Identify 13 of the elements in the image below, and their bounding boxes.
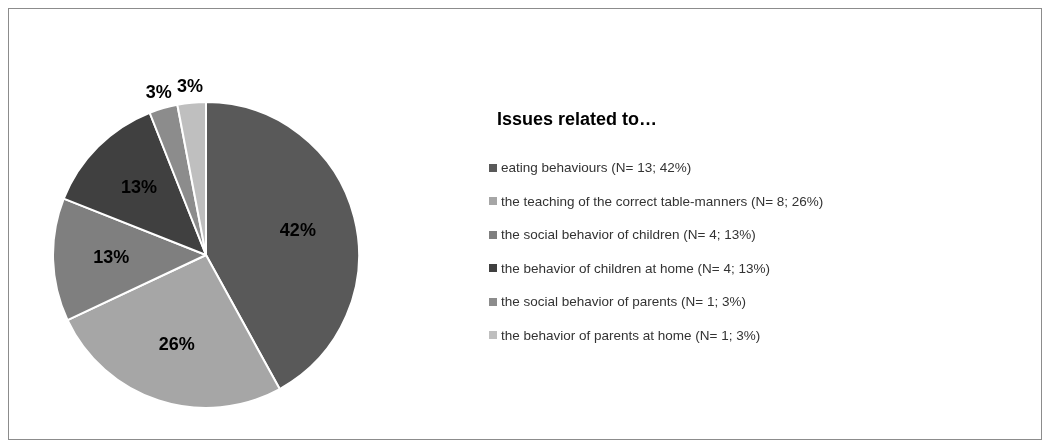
legend-label: the behavior of children at home (N= 4; 13%) <box>501 260 771 276</box>
data-label: 13% <box>120 176 157 197</box>
text: Issues related to… <box>497 109 658 130</box>
data-label: 3% <box>145 81 172 102</box>
legend-label: the behavior of parents at home (N= 1; 3%) <box>501 327 761 343</box>
legend-label: eating behaviours (N= 13; 42%) <box>501 160 692 176</box>
legend-label: the social behavior of children (N= 4; 13%) <box>501 227 756 243</box>
data-label: 13% <box>93 246 130 267</box>
data-label: 26% <box>158 334 195 355</box>
legend-label: the teaching of the correct table-manners (N= 8; 26%) <box>501 193 824 209</box>
data-label: 42% <box>279 220 316 241</box>
legend-label: the social behavior of parents (N= 1; 3%) <box>501 294 747 310</box>
data-label: 3% <box>177 75 204 96</box>
